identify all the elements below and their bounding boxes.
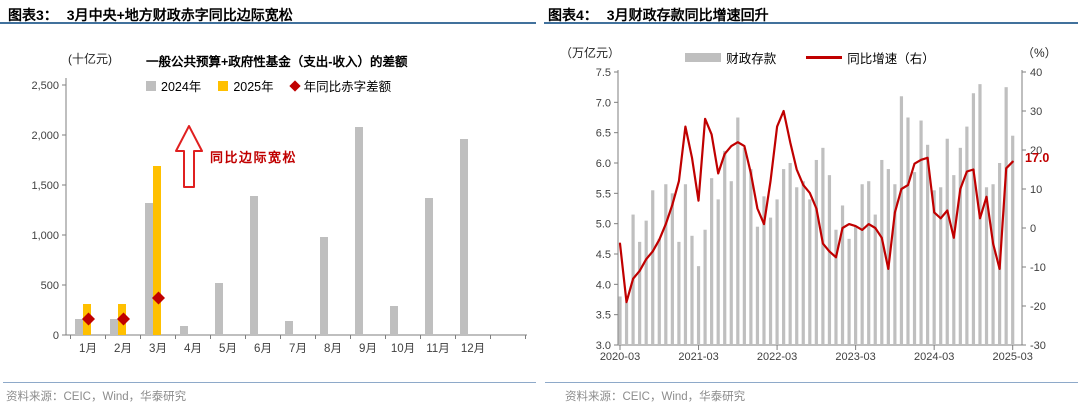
legend-item-deposits: 财政存款 <box>685 48 776 67</box>
svg-text:8月: 8月 <box>324 343 342 355</box>
svg-text:2,500: 2,500 <box>31 80 59 92</box>
svg-text:20: 20 <box>1030 145 1042 157</box>
svg-text:500: 500 <box>41 280 59 292</box>
svg-text:5.5: 5.5 <box>596 188 611 200</box>
svg-text:2020-03: 2020-03 <box>600 351 640 363</box>
svg-text:3.0: 3.0 <box>596 340 611 352</box>
svg-text:2,000: 2,000 <box>31 130 59 142</box>
figure4-title: 3月财政存款同比增速回升 <box>606 7 769 23</box>
figure4-label: 图表4： <box>548 7 598 23</box>
svg-text:11月: 11月 <box>426 343 449 355</box>
figure4-source: 资料来源：CEIC，Wind，华泰研究 <box>565 391 746 403</box>
svg-text:2024-03: 2024-03 <box>914 351 954 363</box>
svg-text:-10: -10 <box>1030 262 1046 274</box>
easing-annotation: 同比边际宽松 <box>210 150 298 165</box>
svg-text:0: 0 <box>1030 223 1036 235</box>
svg-text:10: 10 <box>1030 184 1042 196</box>
red-line-swatch-icon <box>806 56 843 59</box>
svg-text:4月: 4月 <box>184 343 202 355</box>
figure4-chart: 3.0 3.5 4.0 4.5 5.0 5.5 6.0 6.5 7.0 7.5 -30 -20 -10 0… <box>596 67 1046 363</box>
left-axis-unit: （万亿元） <box>560 46 621 60</box>
svg-text:10月: 10月 <box>391 343 415 355</box>
svg-text:2022-03: 2022-03 <box>757 351 797 363</box>
legend-label: 同比增速（右） <box>847 52 935 66</box>
svg-text:0: 0 <box>53 330 59 342</box>
title-underline <box>0 22 536 24</box>
figure3-title: 3月中央+地方财政赤字同比边际宽松 <box>66 7 293 23</box>
svg-text:2021-03: 2021-03 <box>678 351 718 363</box>
legend-item-yoy-diff: 年同比赤字差额 <box>288 76 392 95</box>
svg-text:5.0: 5.0 <box>596 219 611 231</box>
svg-text:-20: -20 <box>1030 301 1046 313</box>
figure3-legend: 2024年 2025年 年同比赤字差额 <box>146 76 391 95</box>
footer-divider <box>3 382 536 383</box>
gray-bar-swatch-icon <box>685 53 722 62</box>
figure3-header: 图表3： 3月中央+地方财政赤字同比边际宽松 <box>8 5 293 25</box>
left-axis-unit: (十亿元) <box>68 52 112 66</box>
svg-text:6.5: 6.5 <box>596 128 611 140</box>
svg-text:2025-03: 2025-03 <box>993 351 1033 363</box>
legend-item-2024: 2024年 <box>146 76 201 95</box>
svg-text:1,500: 1,500 <box>31 180 59 192</box>
svg-text:1月: 1月 <box>79 343 97 355</box>
legend-item-2025: 2025年 <box>218 76 274 95</box>
red-diamond-swatch-icon <box>288 79 301 92</box>
svg-text:3.5: 3.5 <box>596 310 611 322</box>
svg-text:9月: 9月 <box>359 343 377 355</box>
legend-label: 2025年 <box>233 80 274 94</box>
svg-text:6月: 6月 <box>254 343 272 355</box>
gray-square-swatch-icon <box>146 80 156 91</box>
svg-text:3月: 3月 <box>149 343 167 355</box>
svg-text:4.0: 4.0 <box>596 279 611 291</box>
svg-text:7月: 7月 <box>289 343 307 355</box>
svg-text:6.0: 6.0 <box>596 158 611 170</box>
figure3-chart: 0 500 1,000 1,500 2,000 2,500 1月 2月 3月 4月 5月 6月 7月 8月… <box>31 78 527 355</box>
svg-text:4.5: 4.5 <box>596 249 611 261</box>
title-underline <box>544 22 1078 24</box>
figure3-source: 资料来源：CEIC，Wind，华泰研究 <box>6 391 187 403</box>
svg-text:2023-03: 2023-03 <box>835 351 875 363</box>
svg-text:7.0: 7.0 <box>596 97 611 109</box>
svg-text:5月: 5月 <box>219 343 237 355</box>
figure3-panel: 0 500 1,000 1,500 2,000 2,500 1月 2月 3月 4月 5月 6月 7月 8月… <box>0 5 536 403</box>
svg-text:-30: -30 <box>1030 340 1046 352</box>
yellow-square-swatch-icon <box>218 80 229 91</box>
svg-text:30: 30 <box>1030 106 1042 118</box>
svg-text:2月: 2月 <box>114 343 132 355</box>
right-axis-unit: （%） <box>1022 46 1057 60</box>
svg-text:1,000: 1,000 <box>31 230 59 242</box>
svg-text:7.5: 7.5 <box>596 67 611 79</box>
figure4-legend: 财政存款 同比增速（右） <box>540 48 1080 67</box>
legend-label: 财政存款 <box>726 52 777 66</box>
figure4-header: 图表4： 3月财政存款同比增速回升 <box>548 5 769 25</box>
legend-label: 年同比赤字差额 <box>303 80 392 94</box>
figure3-label: 图表3： <box>8 7 58 23</box>
legend-item-yoy-growth: 同比增速（右） <box>806 48 935 67</box>
footer-divider <box>545 382 1078 383</box>
legend-label: 2024年 <box>161 80 202 94</box>
figure4-panel: 3.0 3.5 4.0 4.5 5.0 5.5 6.0 6.5 7.0 7.5 -30 -20 -10 0… <box>540 0 1080 411</box>
latest-value-label: 17.0 <box>1025 151 1050 165</box>
legend-title: 一般公共预算+政府性基金（支出-收入）的差额 <box>146 55 408 69</box>
svg-text:40: 40 <box>1030 67 1042 79</box>
svg-text:12月: 12月 <box>461 343 485 355</box>
